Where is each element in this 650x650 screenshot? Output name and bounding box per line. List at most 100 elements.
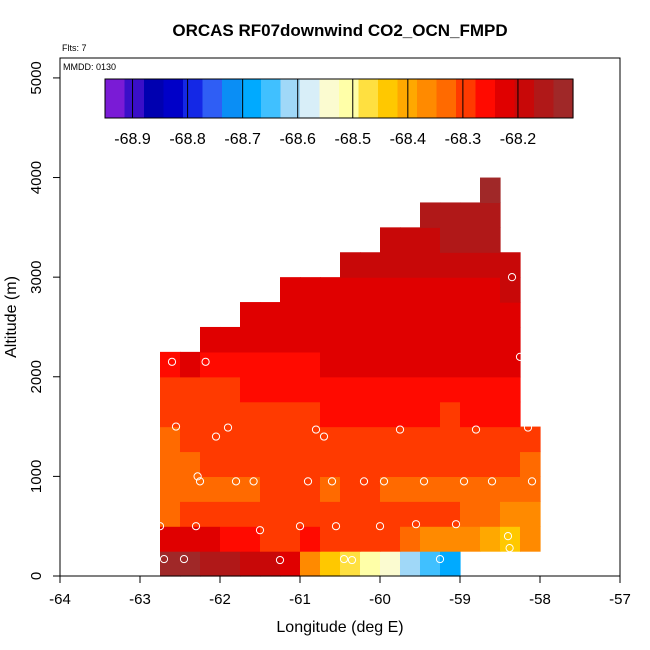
heatmap-cell <box>440 351 461 378</box>
heatmap-cell <box>160 551 181 577</box>
observation-point <box>231 477 241 486</box>
heatmap-cell <box>160 376 181 403</box>
heatmap-cell <box>400 451 421 477</box>
colorbar-tick-label: -68.8 <box>169 131 206 148</box>
observation-point <box>523 423 533 432</box>
colorbar-swatch <box>261 79 282 118</box>
heatmap-cell <box>500 401 521 428</box>
colorbar-swatch <box>495 79 516 118</box>
heatmap-cell <box>180 376 201 403</box>
heatmap-cell <box>280 501 301 527</box>
observation-point <box>201 357 210 366</box>
observation-point <box>339 554 349 564</box>
observation-point <box>527 477 537 486</box>
heatmap-cell <box>320 351 341 378</box>
heatmap-cell <box>480 202 501 228</box>
heatmap-cell <box>160 476 181 502</box>
heatmap-cell <box>300 526 321 552</box>
heatmap-cell <box>260 351 281 378</box>
heatmap-cell <box>500 252 521 278</box>
observation-point <box>331 522 341 531</box>
heatmap-cell <box>480 426 501 453</box>
observation-point <box>505 544 514 553</box>
observation-point <box>311 425 321 434</box>
heatmap-cell <box>320 401 341 428</box>
heatmap-cell <box>440 526 461 552</box>
heatmap-cell <box>480 476 501 502</box>
observation-point <box>459 477 469 486</box>
heatmap-cell <box>440 326 461 353</box>
heatmap-cell <box>440 302 461 328</box>
heatmap-cell <box>260 376 281 403</box>
heatmap-cell <box>460 227 481 253</box>
y-tick-label: 0 <box>28 572 45 580</box>
colorbar-tick-label: -68.2 <box>500 131 537 148</box>
heatmap-cell <box>200 401 221 428</box>
heatmap-cell <box>400 227 421 253</box>
heatmap-cell <box>520 426 541 453</box>
heatmap-cell <box>400 401 421 428</box>
heatmap-cell <box>360 451 381 477</box>
colorbar-swatch <box>378 79 399 118</box>
heatmap-cell <box>520 526 541 552</box>
heatmap-cell <box>300 426 321 453</box>
heatmap-cell <box>380 252 401 278</box>
heatmap-cell <box>220 426 241 453</box>
x-tick-label: -57 <box>609 591 631 608</box>
colorbar-swatch <box>202 79 223 118</box>
observation-point <box>159 554 169 564</box>
heatmap-cell <box>280 277 301 303</box>
heatmap-cell <box>420 202 441 228</box>
heatmap-cell <box>340 476 361 502</box>
heatmap-cell <box>200 476 221 502</box>
observation-point <box>503 532 513 541</box>
heatmap-cell <box>500 451 521 477</box>
heatmap-cell <box>240 501 261 527</box>
heatmap-cell <box>160 451 181 477</box>
heatmap-cell <box>260 401 281 428</box>
heatmap-cell <box>420 501 441 527</box>
heatmap-cells <box>160 177 541 577</box>
heatmap-cell <box>280 376 301 403</box>
x-tick-label: -61 <box>289 591 311 608</box>
heatmap-cell <box>460 351 481 378</box>
heatmap-cell <box>300 326 321 353</box>
heatmap-cell <box>380 351 401 378</box>
heatmap-cell <box>500 501 521 527</box>
heatmap-cell <box>460 501 481 527</box>
heatmap-cell <box>360 252 381 278</box>
colorbar-swatch <box>144 79 165 118</box>
heatmap-cell <box>420 326 441 353</box>
heatmap-cell <box>280 451 301 477</box>
colorbar-tick-label: -68.5 <box>335 131 372 148</box>
x-tick-label: -59 <box>449 591 471 608</box>
heatmap-cell <box>300 277 321 303</box>
heatmap-cell <box>480 177 501 204</box>
heatmap-cell <box>500 277 521 303</box>
x-tick-label: -58 <box>529 591 551 608</box>
heatmap-cell <box>420 302 441 328</box>
heatmap-cell <box>360 526 381 552</box>
heatmap-cell <box>380 227 401 253</box>
heatmap-cell <box>380 326 401 353</box>
heatmap-cell <box>500 326 521 353</box>
heatmap-cell <box>460 526 481 552</box>
colorbar-tick-label: -68.7 <box>224 131 261 148</box>
heatmap-cell <box>440 551 461 577</box>
heatmap-cell <box>300 551 321 577</box>
heatmap-cell <box>260 451 281 477</box>
colorbar-swatch <box>436 79 457 118</box>
heatmap-cell <box>240 302 261 328</box>
heatmap-cell <box>220 476 241 502</box>
observation-point <box>411 520 421 529</box>
heatmap-cell <box>180 451 201 477</box>
heatmap-cell <box>460 302 481 328</box>
heatmap-cell <box>460 401 481 428</box>
plot-frame <box>59 57 621 577</box>
x-tick-label: -63 <box>129 591 151 608</box>
heatmap-cell <box>480 501 501 527</box>
heatmap-cell <box>460 476 481 502</box>
heatmap-cell <box>280 526 301 552</box>
heatmap-cell <box>400 501 421 527</box>
heatmap-cell <box>240 401 261 428</box>
